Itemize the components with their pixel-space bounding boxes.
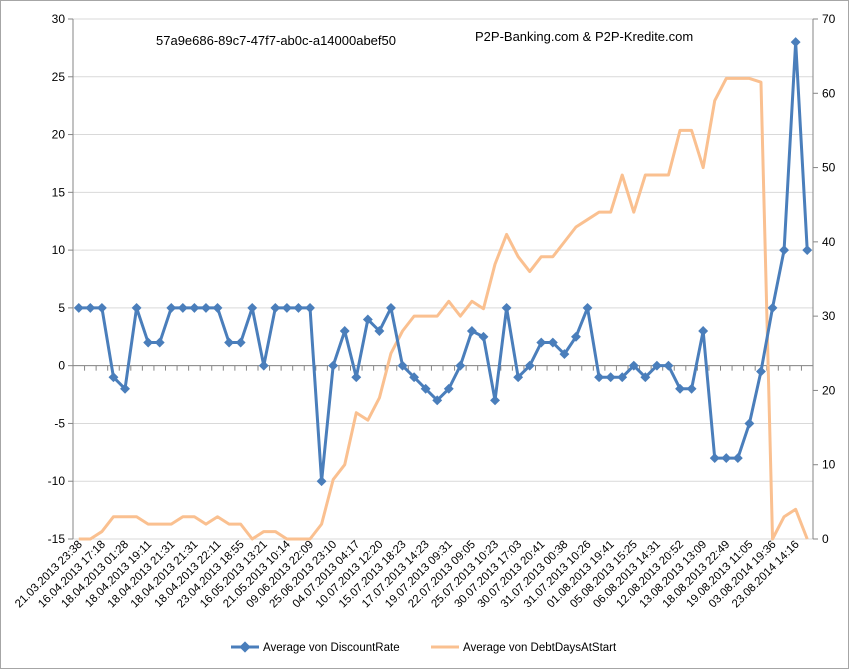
- data-point: [571, 331, 581, 342]
- y-right-tick-label: 30: [822, 309, 836, 323]
- data-point: [397, 360, 408, 371]
- data-point: [177, 302, 188, 313]
- data-point: [767, 302, 778, 313]
- y-left-tick-label: 15: [52, 185, 66, 199]
- data-point: [756, 366, 766, 377]
- data-point: [235, 337, 246, 348]
- gridlines: [73, 18, 813, 540]
- y-left-tick-label: 30: [52, 12, 66, 26]
- y-left-tick-label: 25: [52, 70, 66, 84]
- y-left-tick-label: 20: [52, 128, 66, 142]
- series-discountrate: [78, 40, 809, 483]
- data-point: [386, 302, 396, 313]
- data-point: [744, 418, 755, 429]
- data-point: [374, 326, 385, 336]
- data-point: [790, 37, 801, 48]
- y-left-tick-label: -5: [54, 416, 65, 430]
- y-left-tick-label: -10: [48, 474, 66, 488]
- y-right-tick-label: 0: [822, 532, 829, 546]
- data-point: [166, 302, 177, 313]
- data-point: [293, 302, 304, 313]
- data-point: [490, 395, 500, 406]
- data-point: [443, 383, 454, 394]
- data-point: [96, 302, 107, 313]
- data-point: [686, 383, 697, 394]
- data-point: [651, 360, 662, 371]
- series-debtdaysatstart: [78, 76, 809, 541]
- y-right-tick-label: 40: [822, 235, 836, 249]
- data-point: [617, 372, 628, 383]
- data-point: [732, 453, 743, 464]
- data-point: [802, 245, 813, 256]
- data-point: [131, 302, 142, 313]
- data-point: [547, 337, 558, 348]
- data-point: [362, 314, 373, 325]
- data-point: [85, 302, 96, 313]
- data-point: [281, 302, 292, 313]
- chart-annotation-id: 57a9e686-89c7-47f7-ab0c-a14000abef50: [156, 33, 396, 48]
- y-right-tick-label: 20: [822, 383, 836, 397]
- legend: Average von DiscountRate Average von Deb…: [231, 641, 617, 654]
- y-right-tick-label: 60: [822, 86, 836, 100]
- y-right-tick-label: 70: [822, 12, 836, 26]
- data-point: [212, 302, 223, 313]
- series-markers-discountrate: [73, 37, 813, 487]
- data-point: [305, 302, 315, 313]
- series-area: [73, 37, 813, 541]
- data-point: [270, 302, 281, 313]
- data-point: [640, 372, 651, 383]
- y-left-tick-label: 5: [58, 301, 65, 315]
- y-axis-left: -15 -10 -5 0 5 10 15 20 25 30: [48, 12, 73, 546]
- y-axis-right: 0 10 20 30 40 50 60 70: [813, 12, 836, 546]
- data-point: [698, 326, 709, 336]
- data-point: [721, 453, 732, 464]
- data-point: [258, 360, 269, 371]
- data-point: [478, 331, 489, 342]
- y-left-tick-label: -15: [48, 532, 66, 546]
- data-point: [536, 337, 547, 348]
- series-line: [78, 40, 809, 483]
- data-point: [189, 302, 200, 313]
- data-point: [559, 349, 570, 360]
- y-left-tick-label: 10: [52, 243, 66, 257]
- data-point: [709, 453, 720, 464]
- data-point: [224, 337, 235, 348]
- data-point: [247, 302, 258, 313]
- data-point: [594, 372, 605, 383]
- data-point: [432, 395, 443, 406]
- data-point: [73, 302, 84, 313]
- data-point: [663, 360, 674, 371]
- series-line: [78, 76, 809, 541]
- data-point: [316, 476, 327, 487]
- data-point: [501, 302, 512, 313]
- data-point: [328, 360, 339, 371]
- data-point: [513, 372, 524, 383]
- data-point: [524, 360, 535, 371]
- data-point: [339, 326, 350, 336]
- y-right-tick-label: 10: [822, 458, 836, 472]
- y-right-tick-label: 50: [822, 161, 836, 175]
- y-left-tick-label: 0: [58, 359, 65, 373]
- data-point: [675, 383, 685, 394]
- legend-label-discountrate: Average von DiscountRate: [263, 642, 400, 654]
- chart-annotation-source: P2P-Banking.com & P2P-Kredite.com: [475, 29, 693, 44]
- data-point: [582, 302, 593, 313]
- data-point: [466, 326, 477, 336]
- data-point: [420, 383, 431, 394]
- data-point: [201, 302, 211, 313]
- data-point: [605, 372, 616, 383]
- data-point: [351, 372, 362, 383]
- data-point: [779, 245, 790, 256]
- data-point: [409, 372, 420, 383]
- legend-label-debtdays: Average von DebtDaysAtStart: [463, 642, 617, 654]
- data-point: [154, 337, 165, 348]
- legend-marker-discountrate: [239, 641, 251, 653]
- data-point: [455, 360, 466, 371]
- axes: [72, 19, 814, 539]
- data-point: [143, 337, 154, 348]
- data-point: [628, 360, 639, 371]
